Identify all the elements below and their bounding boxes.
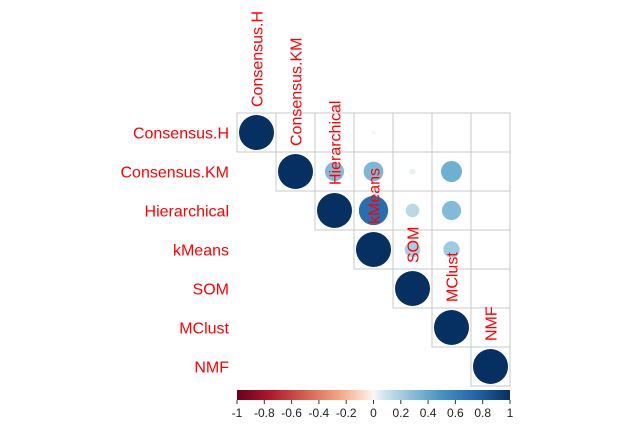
column-label-kmeans: kMeans — [367, 168, 384, 224]
colorbar-tick-label: -0.2 — [336, 406, 357, 420]
colorbar-gradient — [237, 390, 510, 400]
grid-cell — [431, 112, 472, 153]
row-label-mclust: MClust — [179, 321, 229, 338]
column-label-mclust: MClust — [445, 252, 462, 302]
corr-circle-kmeans-kmeans — [356, 232, 391, 267]
corr-circle-kmeans-mclust — [443, 241, 460, 258]
row-labels: Consensus.H Consensus.KM Hierarchical kMean… — [121, 126, 230, 377]
colorbar-tick-label: 0 — [370, 406, 377, 420]
colorbar-tick-label: 0.4 — [420, 406, 437, 420]
grid-cell — [470, 229, 511, 270]
corr-circle-consensus-km-consensus-km — [278, 154, 313, 189]
column-label-som: SOM — [406, 227, 423, 263]
colorbar-tick-label: -1 — [232, 406, 243, 420]
column-label-consensus-km: Consensus.KM — [289, 38, 306, 147]
column-label-nmf: NMF — [484, 306, 501, 341]
row-label-nmf: NMF — [194, 360, 229, 377]
colorbar-tick-label: 0.8 — [474, 406, 491, 420]
corr-circle-consensus-km-kmeans — [363, 161, 384, 182]
grid-cell — [275, 112, 316, 153]
corr-circle-som-mclust — [447, 284, 456, 293]
grid-cell — [470, 190, 511, 231]
colorbar-tick-label: 1 — [507, 406, 514, 420]
row-label-consensus-h: Consensus.H — [133, 126, 229, 143]
corr-circle-consensus-h-kmeans — [371, 130, 376, 135]
grid-cell — [392, 112, 433, 153]
grid-cell — [470, 112, 511, 153]
colorbar-tick-label: -0.6 — [281, 406, 302, 420]
row-label-consensus-km: Consensus.KM — [121, 165, 230, 182]
column-label-hierarchical: Hierarchical — [328, 101, 345, 185]
corr-circle-consensus-km-som — [409, 168, 416, 175]
column-label-consensus-h: Consensus.H — [250, 11, 267, 107]
correlation-circles — [239, 115, 508, 384]
corr-circle-hierarchical-mclust — [441, 200, 462, 221]
colorbar-tick-label: -0.8 — [254, 406, 275, 420]
column-labels: Consensus.H Consensus.KM Hierarchical kMean… — [250, 11, 501, 341]
row-label-hierarchical: Hierarchical — [145, 204, 229, 221]
corr-circle-consensus-h-hierarchical — [332, 130, 337, 135]
corr-circle-kmeans-som — [404, 241, 421, 258]
colorbar-tick-label: -0.4 — [309, 406, 330, 420]
corr-circle-mclust-mclust — [434, 310, 469, 345]
row-label-som: SOM — [193, 282, 229, 299]
corr-circle-som-som — [395, 271, 430, 306]
corr-circle-hierarchical-som — [405, 203, 420, 218]
corr-circle-consensus-km-mclust — [441, 161, 462, 182]
corr-circle-consensus-km-hierarchical — [324, 161, 345, 182]
color-legend: -1 -0.8 -0.6 -0.4 -0.2 0 0.2 0.4 0.6 0.8 1 — [232, 390, 514, 420]
corr-circle-hierarchical-kmeans — [358, 195, 389, 226]
colorbar-tick-label: 0.2 — [392, 406, 409, 420]
grid-cell — [470, 268, 511, 309]
corr-circle-nmf-nmf — [473, 349, 508, 384]
colorbar-tick-label: 0.6 — [447, 406, 464, 420]
row-label-kmeans: kMeans — [173, 243, 229, 260]
corr-circle-consensus-h-consensus-h — [239, 115, 274, 150]
grid-cell — [470, 151, 511, 192]
corr-circle-mclust-nmf — [488, 325, 493, 330]
corr-circle-hierarchical-hierarchical — [317, 193, 352, 228]
